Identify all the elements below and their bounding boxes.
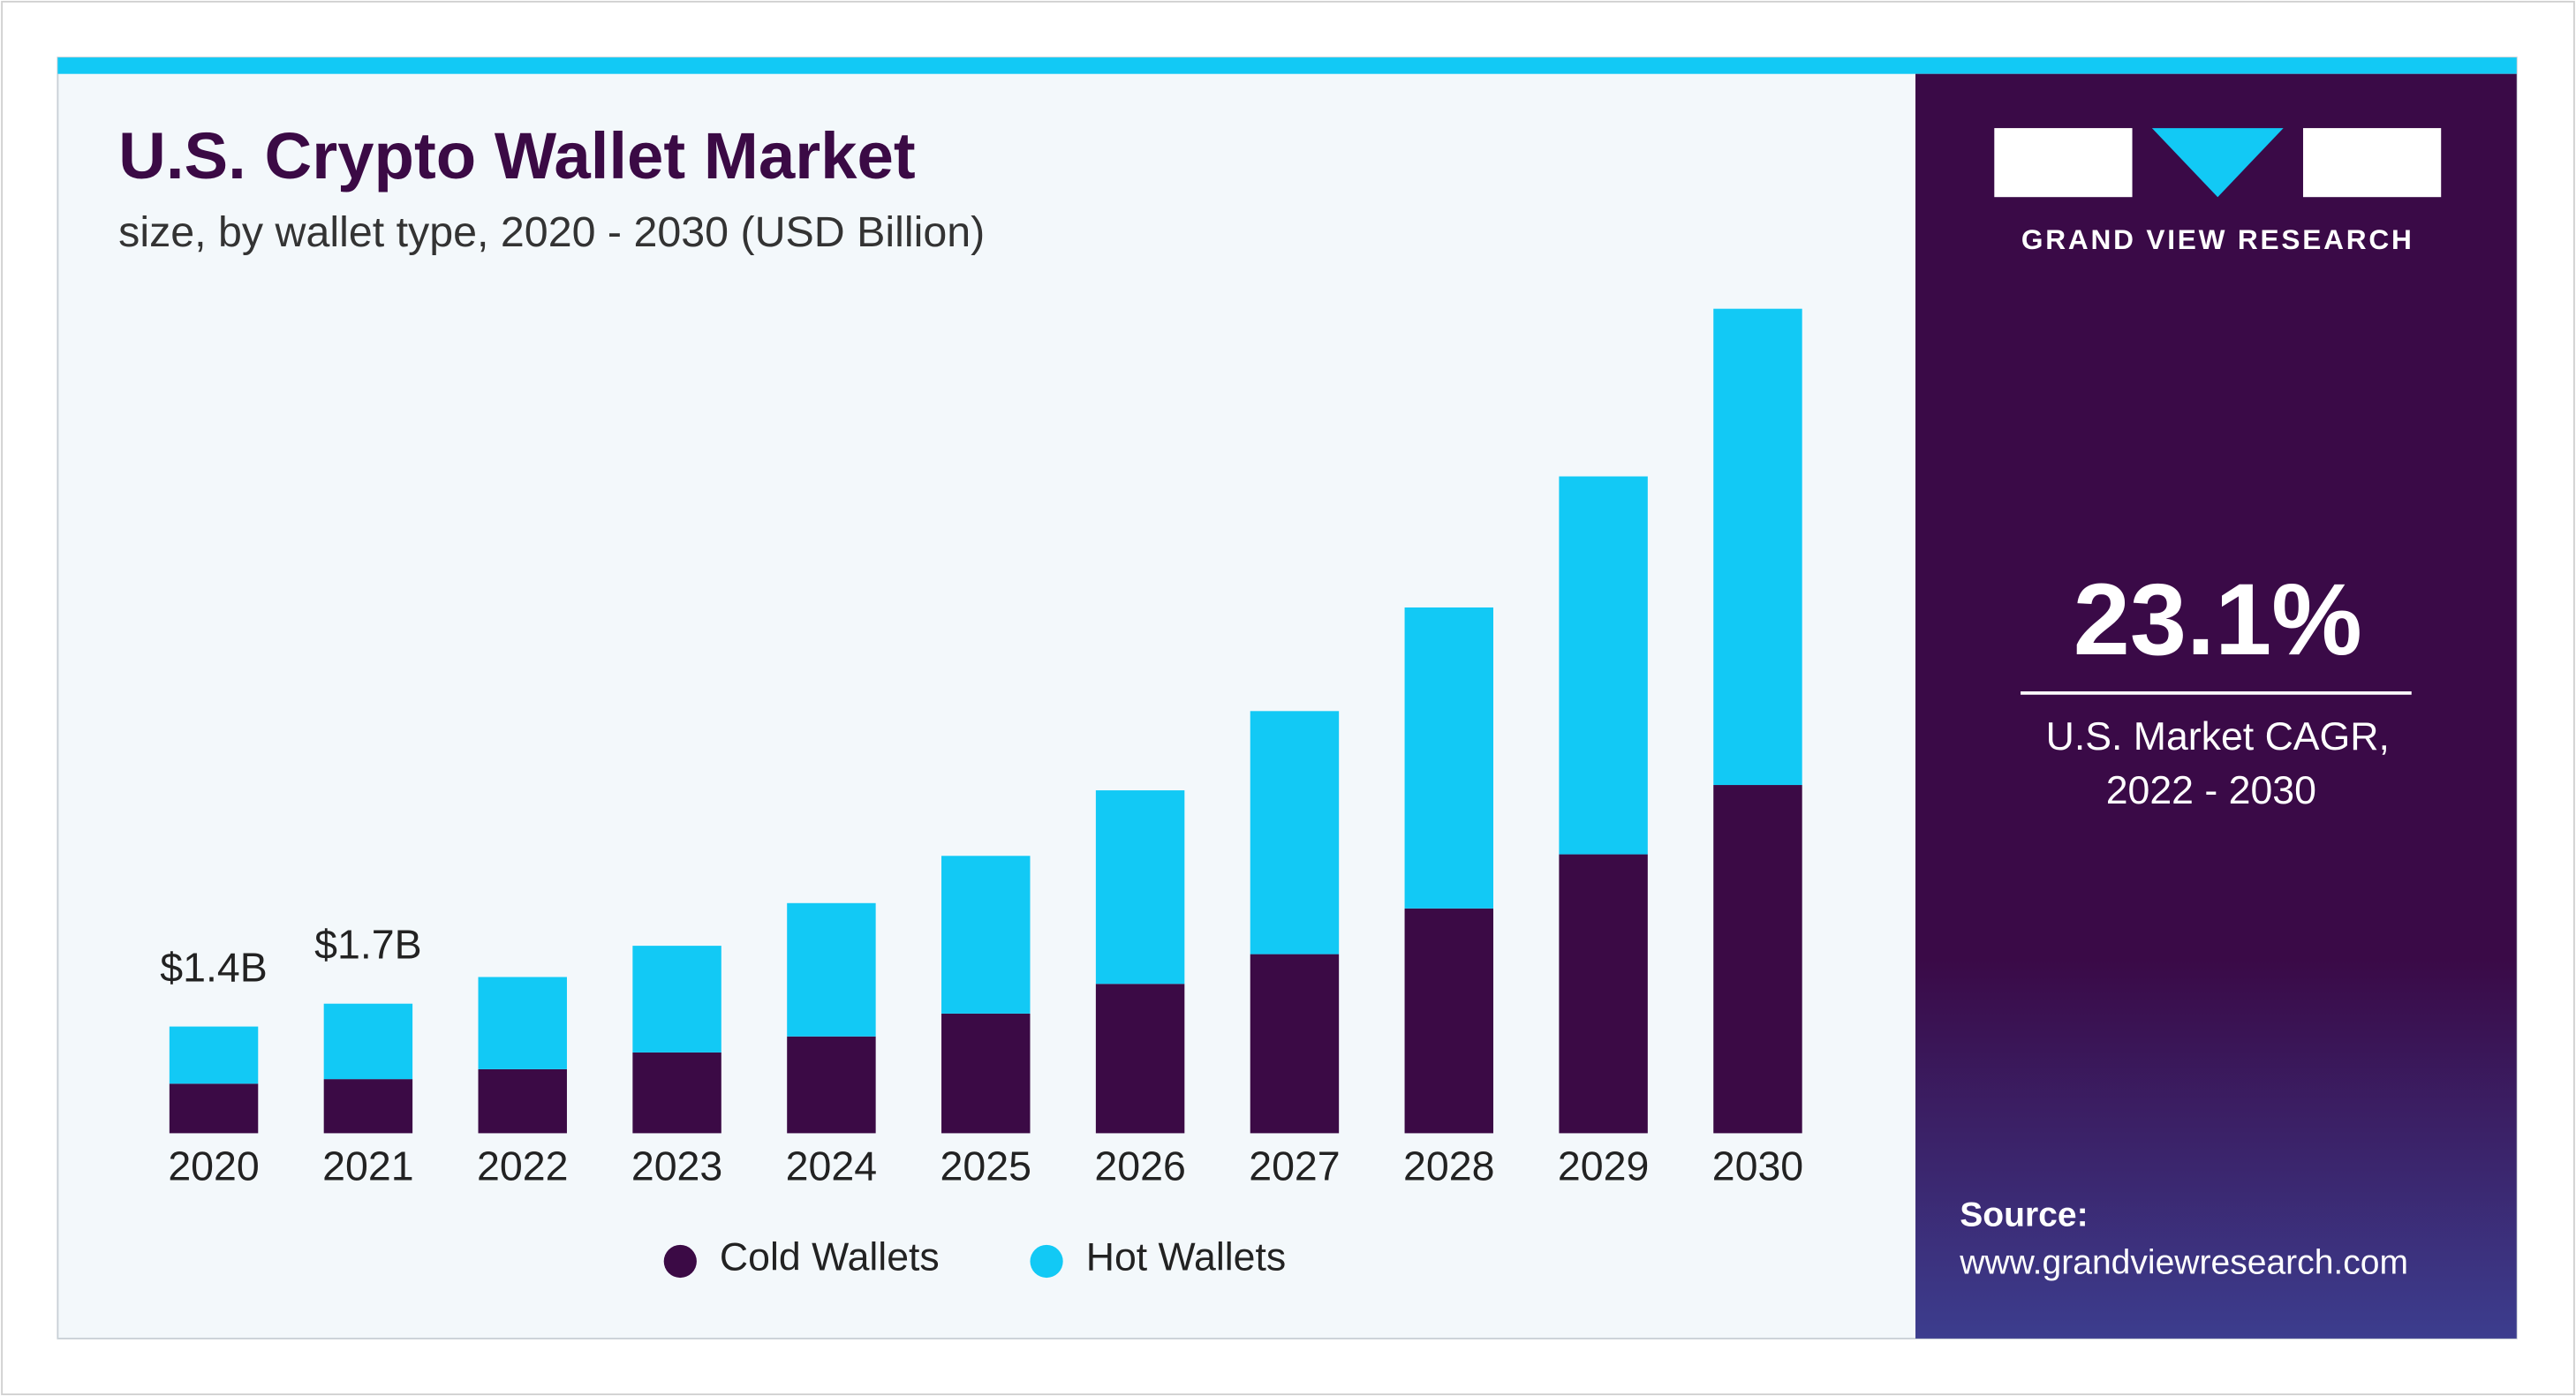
- x-tick-label: 2020: [168, 1143, 259, 1189]
- x-tick-label: 2030: [1712, 1143, 1803, 1189]
- bar-segment: [1095, 790, 1185, 985]
- bar-segment: [1250, 954, 1340, 1134]
- cagr-label: 2022 - 2030: [2106, 769, 2316, 812]
- bar-segment: [787, 1036, 876, 1134]
- bar-segment: [478, 977, 567, 1069]
- x-tick-label: 2026: [1094, 1143, 1185, 1189]
- bar-segment: [1095, 984, 1185, 1134]
- logo: [1994, 128, 2442, 198]
- bar-segment: [1713, 308, 1802, 786]
- data-label: $1.7B: [314, 922, 422, 968]
- logo-block: [1994, 128, 2133, 198]
- x-tick-label: 2023: [631, 1143, 722, 1189]
- source-label: Source:: [1960, 1196, 2088, 1234]
- x-tick-label: 2021: [322, 1143, 413, 1189]
- x-tick-label: 2027: [1249, 1143, 1340, 1189]
- x-tick-label: 2028: [1403, 1143, 1494, 1189]
- legend-swatch: [1030, 1244, 1063, 1279]
- x-tick-label: 2025: [941, 1143, 1031, 1189]
- bar-segment: [941, 856, 1031, 1014]
- source-url: www.grandviewresearch.com: [1959, 1244, 2408, 1282]
- bar-segment: [1559, 854, 1648, 1134]
- bar-segment: [169, 1083, 259, 1134]
- bar-segment: [169, 1026, 259, 1084]
- data-label: $1.4B: [160, 945, 268, 991]
- bar-segment: [478, 1068, 567, 1134]
- bar-segment: [1713, 785, 1802, 1134]
- legend-label: Cold Wallets: [720, 1235, 940, 1279]
- top-stripe: [57, 57, 2517, 74]
- x-tick-label: 2024: [786, 1143, 877, 1189]
- bar-segment: [1559, 476, 1648, 855]
- chart-title: U.S. Crypto Wallet Market: [118, 119, 916, 192]
- logo-block: [2302, 128, 2442, 198]
- brand: GRAND VIEW RESEARCH: [2021, 223, 2414, 255]
- bar-segment: [1250, 711, 1340, 955]
- bar-segment: [323, 1003, 413, 1080]
- bar-segment: [323, 1079, 413, 1134]
- logo-triangle: [2151, 128, 2284, 198]
- cagr-label: U.S. Market CAGR,: [2046, 715, 2390, 758]
- side-panel: [1915, 73, 2517, 1339]
- bar-segment: [1404, 607, 1493, 909]
- bar-segment: [1404, 908, 1493, 1134]
- bar-segment: [787, 902, 876, 1037]
- legend-swatch: [663, 1244, 697, 1279]
- cagr-value: 23.1%: [2074, 563, 2362, 676]
- legend-label: Hot Wallets: [1086, 1235, 1286, 1279]
- x-tick-label: 2022: [477, 1143, 568, 1189]
- bar-segment: [632, 1052, 721, 1134]
- chart-subtitle: size, by wallet type, 2020 - 2030 (USD B…: [118, 208, 985, 256]
- bar-segment: [632, 946, 721, 1053]
- bar-segment: [941, 1013, 1031, 1134]
- x-tick-label: 2029: [1558, 1143, 1649, 1189]
